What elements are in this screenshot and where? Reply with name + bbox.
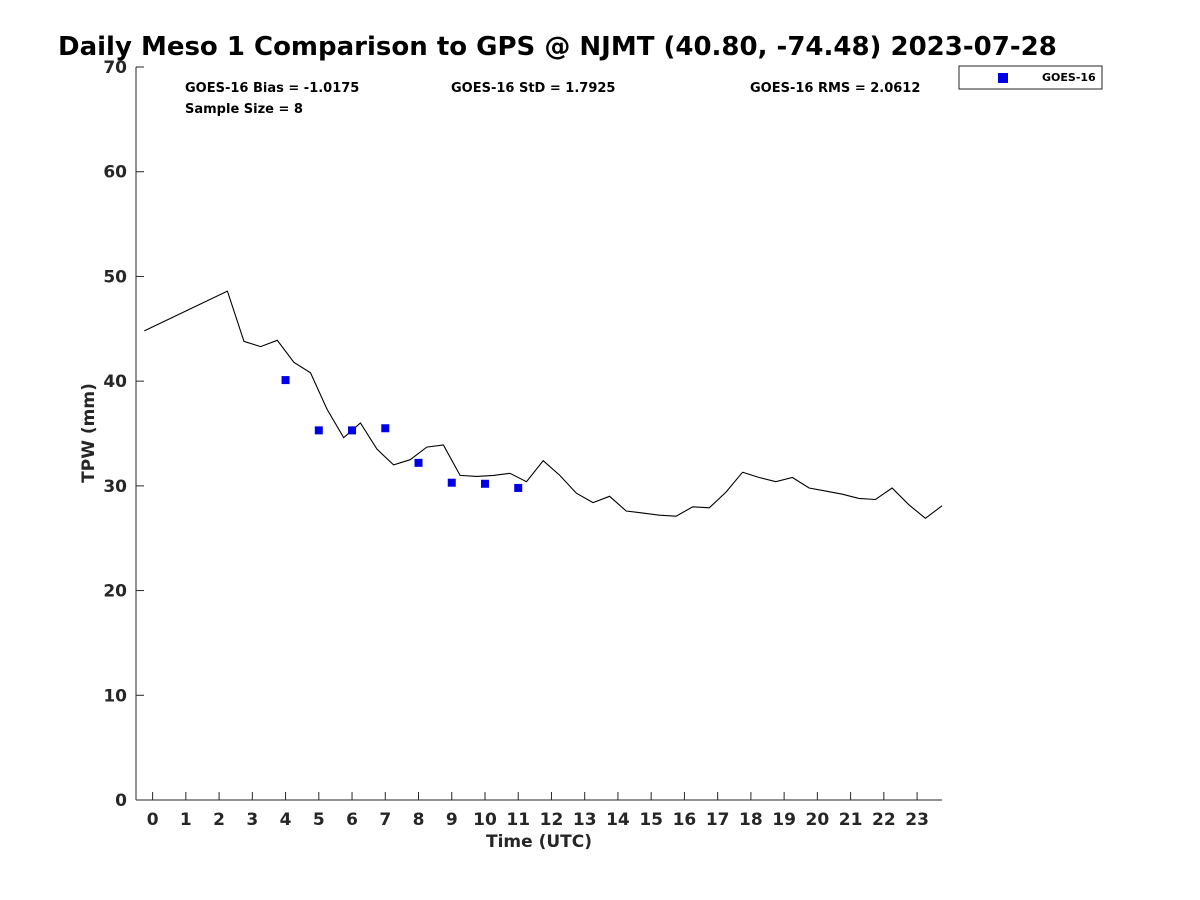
x-tick-label: 5 [313, 810, 325, 830]
y-tick-label: 50 [103, 267, 127, 287]
goes16-point [414, 458, 423, 467]
x-tick-label: 15 [639, 810, 663, 830]
x-tick-label: 9 [446, 810, 458, 830]
x-tick-label: 19 [772, 810, 796, 830]
x-tick-label: 3 [246, 810, 258, 830]
legend-box [958, 65, 1103, 90]
y-tick-label: 30 [103, 477, 127, 497]
x-tick-label: 11 [506, 810, 530, 830]
x-tick-label: 21 [839, 810, 863, 830]
x-tick-label: 10 [473, 810, 497, 830]
x-tick-label: 8 [413, 810, 425, 830]
x-tick-label: 18 [739, 810, 763, 830]
y-ticks: 0 10 20 30 40 50 60 70 [103, 58, 144, 811]
x-tick-label: 17 [706, 810, 730, 830]
goes16-point [514, 483, 523, 492]
x-tick-label: 13 [573, 810, 597, 830]
goes16-point [447, 478, 456, 487]
goes16-point [348, 426, 357, 435]
legend-marker [998, 73, 1008, 83]
goes16-point [314, 426, 323, 435]
x-ticks: 0 1 2 3 4 5 6 7 8 9 10 11 12 13 14 15 16 17 18 19 20 21 22 23 [147, 792, 929, 830]
x-tick-label: 0 [147, 810, 159, 830]
chart-title: Daily Meso 1 Comparison to GPS @ NJMT (4… [58, 32, 1057, 62]
x-tick-label: 12 [540, 810, 564, 830]
plot-area [144, 290, 943, 519]
y-tick-label: 10 [103, 686, 127, 706]
goes16-point [281, 376, 290, 385]
x-tick-label: 16 [673, 810, 697, 830]
x-tick-label: 6 [346, 810, 358, 830]
x-tick-label: 7 [379, 810, 391, 830]
gps-line [144, 290, 943, 519]
rms-stat: GOES-16 RMS = 2.0612 [750, 81, 920, 96]
legend-label-goes16: GOES-16 [1042, 71, 1096, 84]
sample-size-stat: Sample Size = 8 [185, 102, 303, 117]
x-tick-label: 14 [606, 810, 630, 830]
axes [135, 67, 942, 801]
x-tick-label: 2 [213, 810, 225, 830]
y-tick-label: 40 [103, 372, 127, 392]
x-tick-label: 20 [806, 810, 830, 830]
x-tick-label: 1 [180, 810, 192, 830]
y-tick-label: 20 [103, 582, 127, 602]
bias-stat: GOES-16 Bias = -1.0175 [185, 81, 359, 96]
legend: GOES-16 [958, 65, 1103, 90]
goes16-point [381, 424, 390, 433]
x-tick-label: 23 [905, 810, 929, 830]
x-tick-label: 4 [280, 810, 292, 830]
goes16-point [480, 479, 489, 488]
y-tick-label: 60 [103, 163, 127, 183]
std-stat: GOES-16 StD = 1.7925 [451, 81, 615, 96]
y-tick-label: 0 [115, 791, 127, 811]
x-tick-label: 22 [872, 810, 896, 830]
y-axis-label: TPW (mm) [79, 383, 99, 483]
x-axis-label: Time (UTC) [486, 832, 592, 852]
y-tick-label: 70 [103, 58, 127, 78]
